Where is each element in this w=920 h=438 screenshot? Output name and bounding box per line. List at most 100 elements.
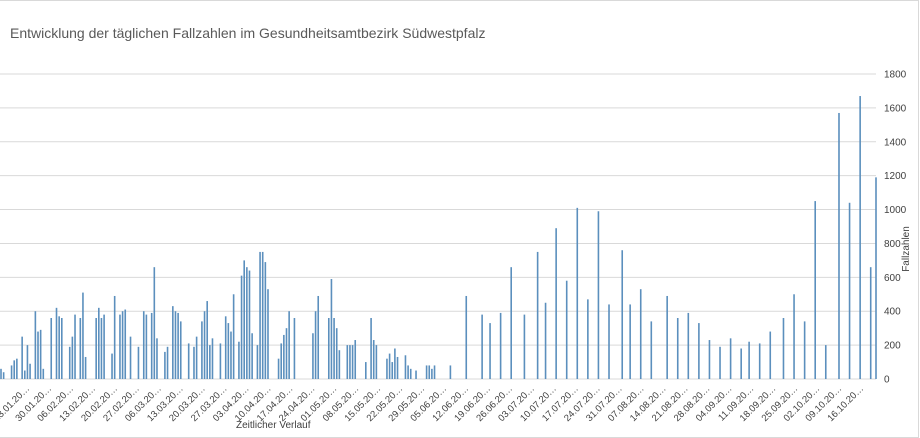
bar — [142, 311, 145, 379]
bar — [576, 207, 579, 379]
bar — [396, 356, 399, 379]
x-tick-labels: 23.01.20…30.01.20…06.02.20…13.02.20…20.0… — [0, 383, 866, 424]
bar — [433, 365, 436, 379]
y-tick-label: 1000 — [884, 205, 907, 216]
bar — [21, 336, 23, 379]
bar — [687, 312, 690, 379]
bar — [34, 311, 37, 379]
bar — [346, 345, 349, 379]
bar — [195, 336, 198, 379]
bar — [536, 251, 539, 379]
bar — [166, 346, 169, 379]
y-tick-label: 0 — [884, 375, 890, 386]
bar — [481, 314, 483, 379]
bar — [68, 346, 71, 379]
bar — [243, 260, 245, 379]
bar — [267, 289, 269, 379]
bar — [71, 336, 74, 379]
y-tick-label: 1800 — [884, 70, 907, 81]
bar — [848, 202, 851, 379]
bar — [391, 362, 394, 379]
bar — [211, 338, 214, 379]
bar — [365, 362, 367, 379]
bar — [0, 368, 2, 379]
bar — [209, 345, 211, 379]
bar — [224, 316, 227, 379]
bar — [16, 358, 18, 379]
bar — [666, 295, 668, 379]
bar — [351, 345, 354, 379]
bar — [489, 323, 491, 379]
bar — [61, 318, 63, 379]
bar — [248, 270, 251, 379]
bar — [370, 318, 372, 379]
bar — [449, 365, 452, 379]
bar — [875, 177, 877, 379]
bar — [748, 341, 750, 379]
bar — [676, 318, 679, 379]
bar — [354, 340, 357, 379]
bar — [98, 307, 100, 379]
bar — [39, 329, 42, 379]
y-axis-label: Fallzahlen — [901, 226, 912, 272]
bar — [227, 323, 230, 379]
gridlines — [0, 73, 876, 380]
bar — [256, 345, 259, 379]
bar — [293, 318, 296, 379]
bar — [407, 365, 409, 379]
bar — [113, 295, 116, 379]
bar — [129, 336, 132, 379]
bar — [838, 112, 840, 379]
bar — [608, 304, 610, 379]
bar — [597, 211, 600, 379]
bar — [719, 346, 721, 379]
bar — [803, 321, 806, 379]
bar — [404, 355, 407, 379]
bar — [372, 340, 375, 379]
bar — [177, 312, 179, 379]
bar — [639, 289, 642, 379]
y-tick-label: 600 — [884, 273, 901, 284]
bar — [729, 338, 732, 379]
bar — [153, 267, 156, 379]
bar — [219, 343, 222, 379]
bar — [74, 314, 76, 379]
bar — [314, 311, 317, 379]
bar — [261, 251, 264, 379]
bar — [264, 262, 267, 379]
y-tick-label: 200 — [884, 341, 901, 352]
bar — [283, 334, 285, 379]
bar — [409, 368, 412, 379]
bar — [793, 294, 795, 379]
bar — [338, 350, 341, 379]
bar — [386, 358, 388, 379]
bar — [55, 307, 58, 379]
bar — [246, 267, 248, 379]
bar — [23, 370, 26, 379]
bar — [201, 321, 203, 379]
bars — [0, 96, 877, 379]
bar — [259, 251, 261, 379]
bar — [782, 318, 785, 379]
bar — [193, 346, 195, 379]
bar — [187, 343, 190, 379]
bar — [317, 295, 320, 379]
bar — [280, 343, 283, 379]
bar — [230, 331, 232, 379]
bar — [621, 250, 624, 379]
bar — [82, 292, 84, 379]
bar — [111, 353, 113, 379]
chart-title: Entwicklung der täglichen Fallzahlen im … — [10, 25, 486, 41]
y-tick-label: 1400 — [884, 137, 907, 148]
bar — [824, 345, 827, 379]
bar — [26, 345, 29, 379]
bar — [499, 312, 502, 379]
bar — [277, 358, 280, 379]
bar — [13, 360, 16, 379]
bar — [330, 279, 333, 379]
bar — [769, 331, 772, 379]
bar — [740, 348, 742, 379]
bar — [150, 312, 153, 379]
bar — [121, 311, 124, 379]
bar — [285, 328, 288, 379]
